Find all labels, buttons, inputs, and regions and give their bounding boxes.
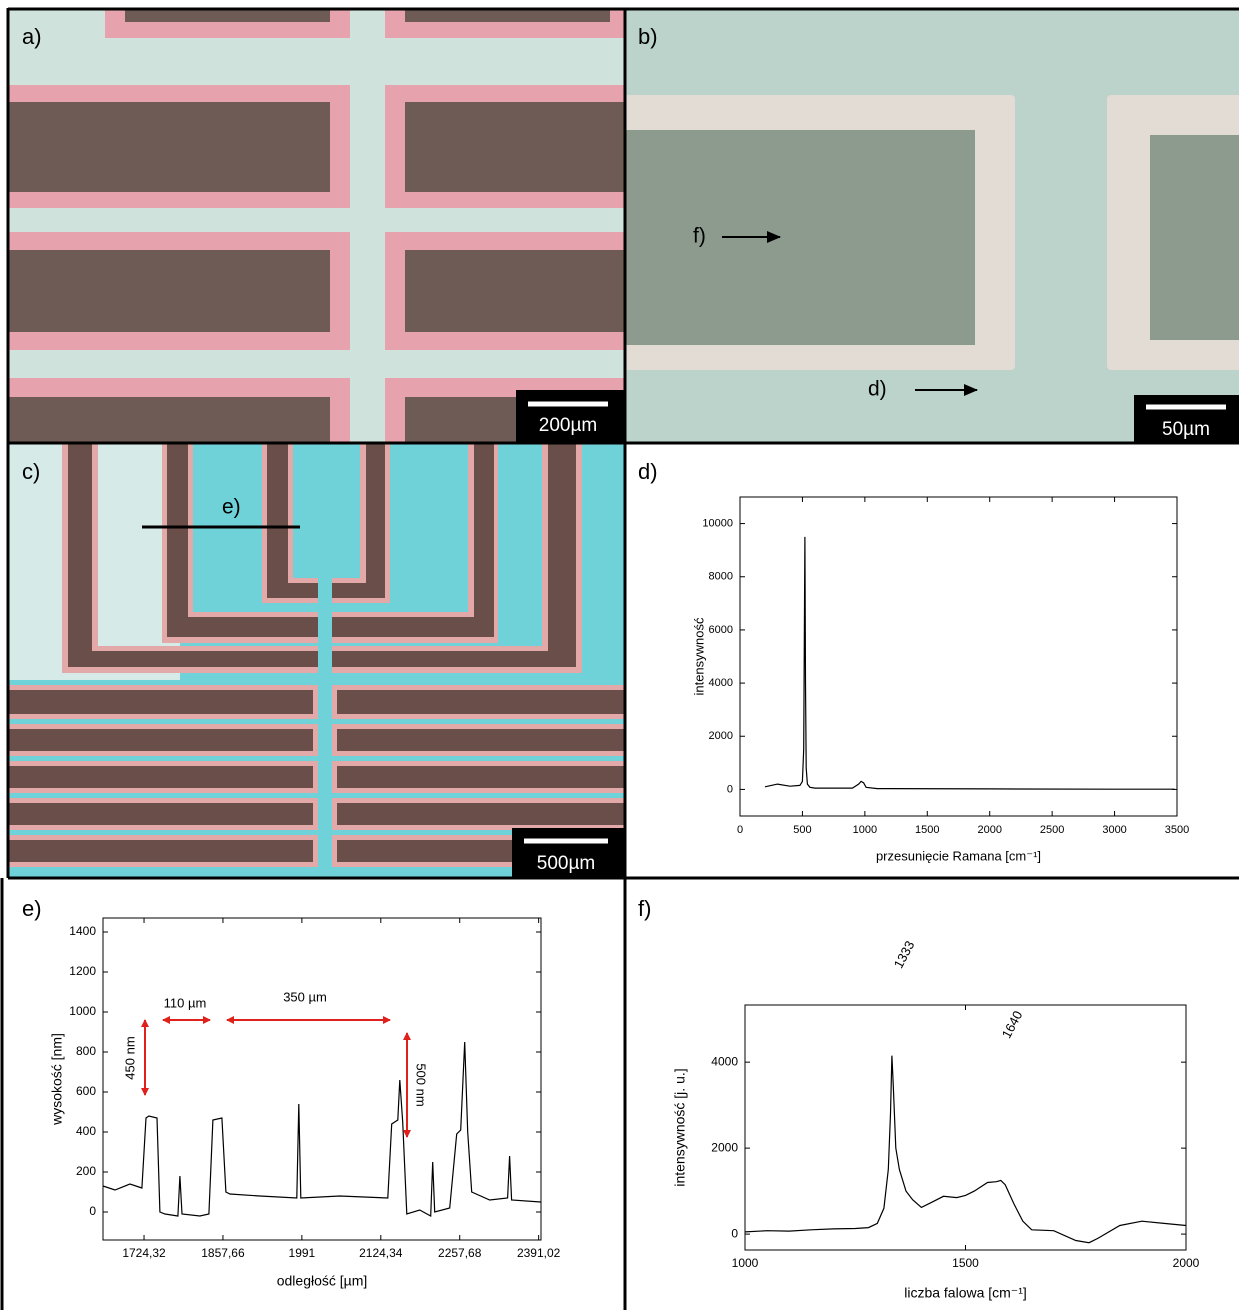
marker-label: d) (868, 378, 887, 401)
scale-bar-label: 500µm (537, 853, 595, 874)
panel-label: a) (22, 24, 42, 49)
x-tick-label: 3000 (1102, 824, 1126, 836)
x-axis-label: liczba falowa [cm⁻¹] (904, 1285, 1027, 1301)
scale-bar-label: 200µm (539, 415, 597, 436)
y-tick-label: 0 (727, 783, 733, 795)
data-line (764, 536, 1175, 790)
x-tick-label: 2000 (977, 824, 1001, 836)
y-tick-label: 600 (76, 1084, 96, 1098)
x-tick-label: 1000 (853, 824, 877, 836)
y-tick-label: 4000 (709, 677, 733, 689)
y-tick-label: 6000 (709, 624, 733, 636)
x-tick-label: 3500 (1165, 824, 1189, 836)
plot-frame (744, 1004, 1187, 1251)
x-tick-label: 0 (737, 824, 743, 836)
x-tick-label: 2124,34 (359, 1246, 403, 1260)
y-tick-label: 10000 (702, 517, 733, 529)
y-axis-label: wysokość [nm] (49, 1033, 65, 1126)
annotation: 1640 (999, 1008, 1026, 1041)
y-tick-label: 1200 (69, 964, 96, 978)
panel-label: d) (638, 459, 658, 484)
plot-frame (102, 917, 542, 1241)
x-tick-label: 2500 (1040, 824, 1064, 836)
panel-label: c) (22, 459, 40, 484)
y-tick-label: 0 (89, 1204, 96, 1218)
y-tick-label: 0 (731, 1226, 738, 1240)
plot-frame (739, 496, 1178, 817)
x-tick-label: 1500 (952, 1256, 979, 1270)
micrograph-b (625, 8, 1239, 443)
marker-label: e) (222, 496, 241, 519)
x-axis-label: odległość [µm] (277, 1273, 368, 1289)
x-tick-label: 500 (793, 824, 811, 836)
y-tick-label: 4000 (711, 1054, 738, 1068)
annotation: 500 nm (414, 1063, 429, 1106)
y-tick-label: 800 (76, 1044, 96, 1058)
panel-borders (0, 7, 1239, 1310)
micrograph-a (8, 8, 625, 443)
data-line (102, 1041, 541, 1217)
data-line (744, 1055, 1187, 1244)
y-tick-label: 200 (76, 1164, 96, 1178)
x-tick-label: 1724,32 (122, 1246, 166, 1260)
annotation: 1333 (891, 938, 918, 971)
annotation: 110 µm (164, 995, 207, 1010)
panel-label: b) (638, 24, 658, 49)
y-tick-label: 1000 (69, 1004, 96, 1018)
y-tick-label: 2000 (709, 730, 733, 742)
x-tick-label: 1857,66 (201, 1246, 245, 1260)
x-tick-label: 2257,68 (438, 1246, 482, 1260)
y-tick-label: 8000 (709, 571, 733, 583)
y-tick-label: 1400 (69, 924, 96, 938)
marker-label: f) (693, 225, 706, 248)
y-tick-label: 400 (76, 1124, 96, 1138)
scale-bar-label: 50µm (1162, 419, 1210, 440)
y-tick-label: 2000 (711, 1140, 738, 1154)
panel-label: e) (22, 896, 42, 921)
micrograph-c (8, 443, 625, 878)
x-tick-label: 1991 (289, 1246, 316, 1260)
y-axis-label: intensywność [j. u.] (672, 1068, 688, 1186)
y-axis-label: intensywność (691, 617, 706, 696)
annotation: 450 nm (122, 1036, 137, 1079)
x-axis-label: przesunięcie Ramana [cm⁻¹] (876, 848, 1041, 863)
x-tick-label: 2391,02 (517, 1246, 561, 1260)
x-tick-label: 1500 (915, 824, 939, 836)
annotation: 350 µm (283, 989, 327, 1004)
panel-label: f) (638, 896, 651, 921)
x-tick-label: 2000 (1173, 1256, 1200, 1270)
x-tick-label: 1000 (732, 1256, 759, 1270)
